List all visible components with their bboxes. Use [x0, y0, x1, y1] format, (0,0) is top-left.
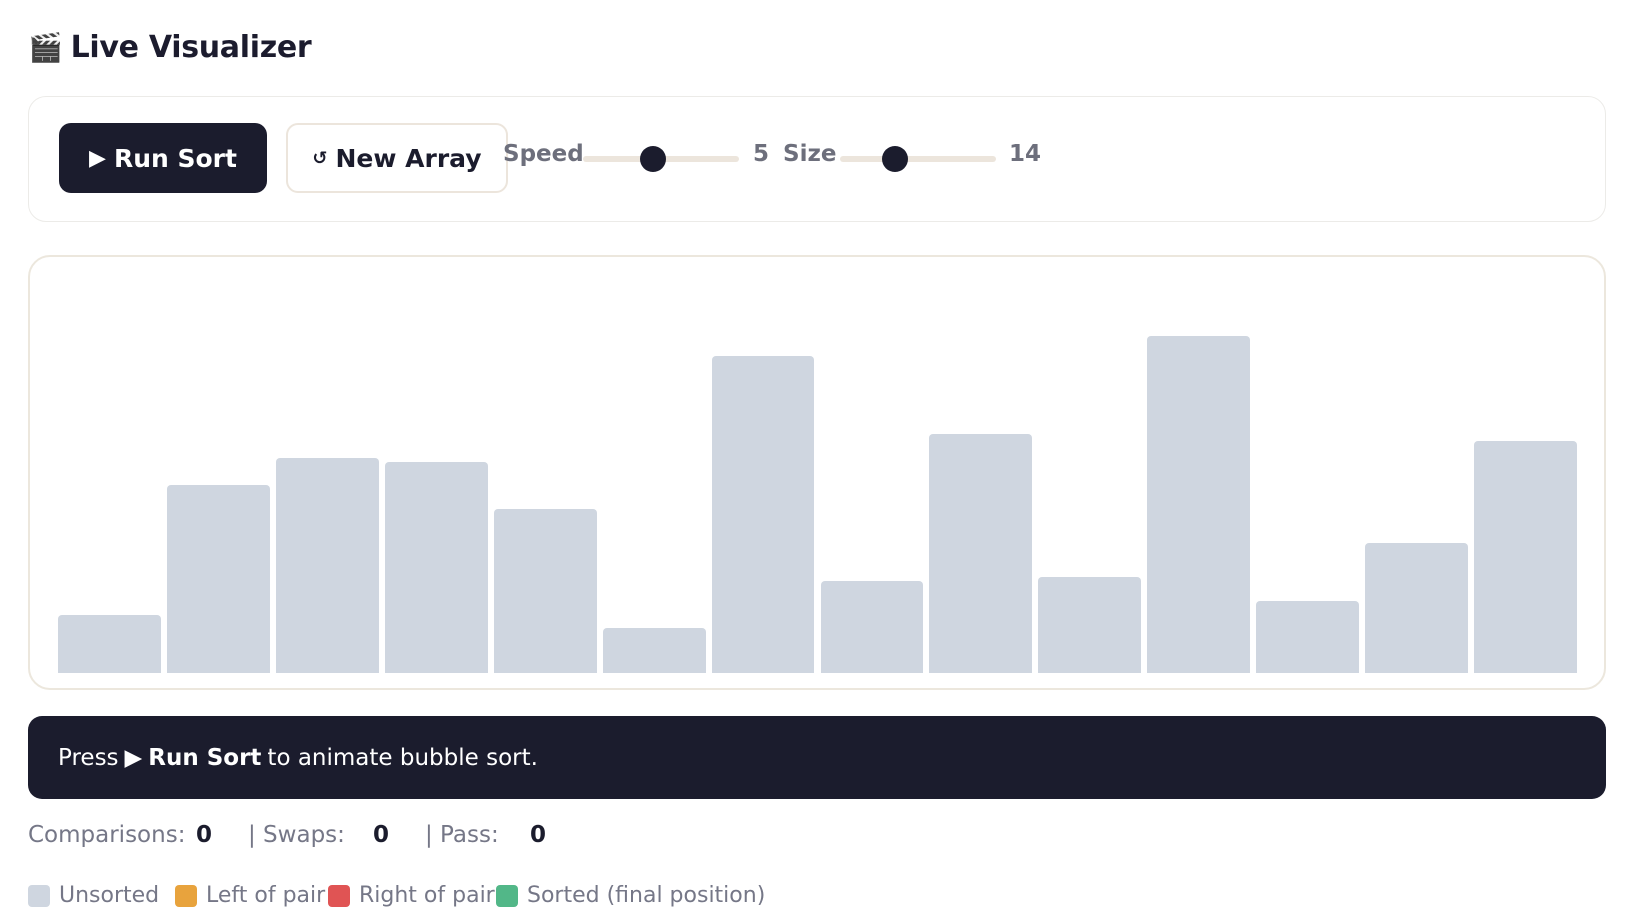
bar-chart — [28, 255, 1606, 690]
legend-swatch — [28, 884, 50, 907]
chart-bar — [929, 434, 1033, 673]
chart-bar — [384, 462, 488, 673]
play-icon: ▶ — [89, 145, 106, 171]
comparisons-label: Comparisons: — [28, 822, 186, 848]
chart-bar — [1365, 543, 1469, 673]
status-suffix: to animate bubble sort. — [267, 744, 538, 771]
clapperboard-icon: 🎬 — [28, 31, 63, 64]
page-title: 🎬 Live Visualizer — [28, 30, 312, 65]
speed-value: 5 — [753, 141, 770, 167]
play-icon: ▶ — [124, 744, 143, 771]
status-prefix: Press — [58, 744, 119, 771]
legend-swatch — [496, 884, 518, 907]
legend-item-unsorted: Unsorted — [28, 883, 159, 908]
chart-bar — [820, 581, 924, 673]
legend-item-left-of-pair: Left of pair — [175, 883, 325, 908]
chart-bar — [1256, 601, 1360, 673]
legend-item-right-of-pair: Right of pair — [328, 883, 495, 908]
legend-label: Right of pair — [359, 883, 495, 908]
run-sort-button[interactable]: ▶ Run Sort — [59, 123, 267, 193]
legend-label: Sorted (final position) — [527, 883, 766, 908]
swaps-value: 0 — [373, 822, 390, 848]
speed-slider-thumb[interactable] — [640, 146, 667, 172]
size-value: 14 — [1009, 141, 1042, 167]
chart-bar — [1474, 441, 1577, 673]
chart-bar — [602, 628, 706, 673]
legend-label: Unsorted — [59, 883, 160, 908]
size-slider-thumb[interactable] — [881, 146, 908, 172]
status-banner: Press ▶ Run Sort to animate bubble sort. — [28, 716, 1606, 799]
refresh-icon: ↺ — [312, 147, 328, 169]
chart-bar — [493, 509, 597, 673]
new-array-button[interactable]: ↺ New Array — [286, 123, 508, 193]
page-title-text: Live Visualizer — [70, 30, 312, 65]
chart-bar — [1038, 577, 1142, 673]
status-action: Run Sort — [148, 744, 262, 771]
comparisons-value: 0 — [196, 822, 213, 848]
run-sort-label: Run Sort — [113, 143, 237, 173]
speed-label: Speed — [503, 141, 584, 167]
chart-bar — [166, 485, 270, 673]
legend-swatch — [328, 884, 350, 907]
chart-bar — [275, 458, 379, 673]
size-slider-track — [840, 156, 996, 162]
pass-label: | Pass: — [425, 822, 499, 848]
size-label: Size — [783, 141, 837, 167]
chart-bar — [711, 356, 815, 673]
pass-value: 0 — [530, 822, 547, 848]
swaps-label: | Swaps: — [248, 822, 345, 848]
speed-slider[interactable] — [583, 146, 739, 172]
size-slider[interactable] — [840, 146, 996, 172]
legend-swatch — [175, 884, 197, 907]
chart-bar — [1147, 336, 1251, 673]
controls-panel: ▶ Run Sort ↺ New Array Speed 5 Size 14 — [28, 96, 1606, 222]
legend-label: Left of pair — [206, 883, 326, 908]
legend-item-sorted: Sorted (final position) — [496, 883, 765, 908]
new-array-label: New Array — [335, 143, 482, 173]
chart-bar — [58, 615, 161, 673]
